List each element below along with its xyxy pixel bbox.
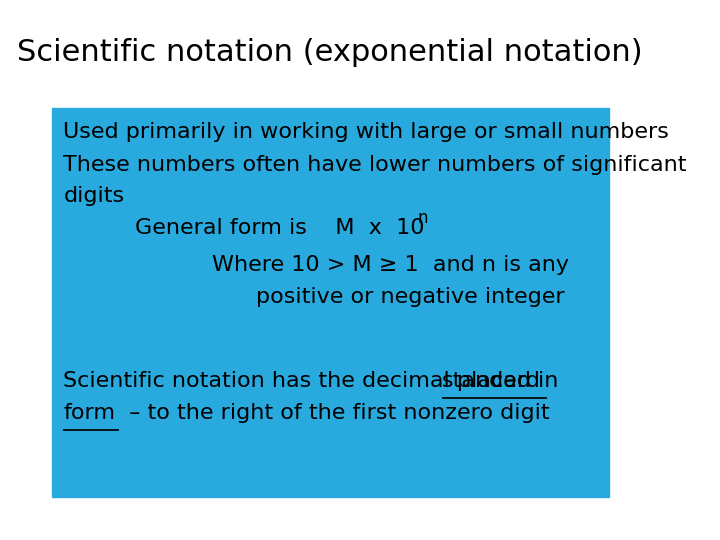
Text: digits: digits bbox=[63, 186, 125, 206]
Text: Where 10 > M ≥ 1  and n is any: Where 10 > M ≥ 1 and n is any bbox=[212, 254, 569, 275]
Text: – to the right of the first nonzero digit: – to the right of the first nonzero digi… bbox=[122, 403, 549, 423]
Text: n: n bbox=[418, 208, 428, 227]
FancyBboxPatch shape bbox=[52, 108, 609, 497]
Text: form: form bbox=[63, 403, 115, 423]
Text: These numbers often have lower numbers of significant: These numbers often have lower numbers o… bbox=[63, 154, 687, 175]
Text: positive or negative integer: positive or negative integer bbox=[256, 287, 564, 307]
Text: Scientific notation has the decimal placed in: Scientific notation has the decimal plac… bbox=[63, 370, 566, 391]
Text: General form is    M  x  10: General form is M x 10 bbox=[135, 218, 424, 239]
Text: standard: standard bbox=[442, 370, 541, 391]
Text: Used primarily in working with large or small numbers: Used primarily in working with large or … bbox=[63, 122, 670, 143]
Text: Scientific notation (exponential notation): Scientific notation (exponential notatio… bbox=[17, 38, 643, 67]
